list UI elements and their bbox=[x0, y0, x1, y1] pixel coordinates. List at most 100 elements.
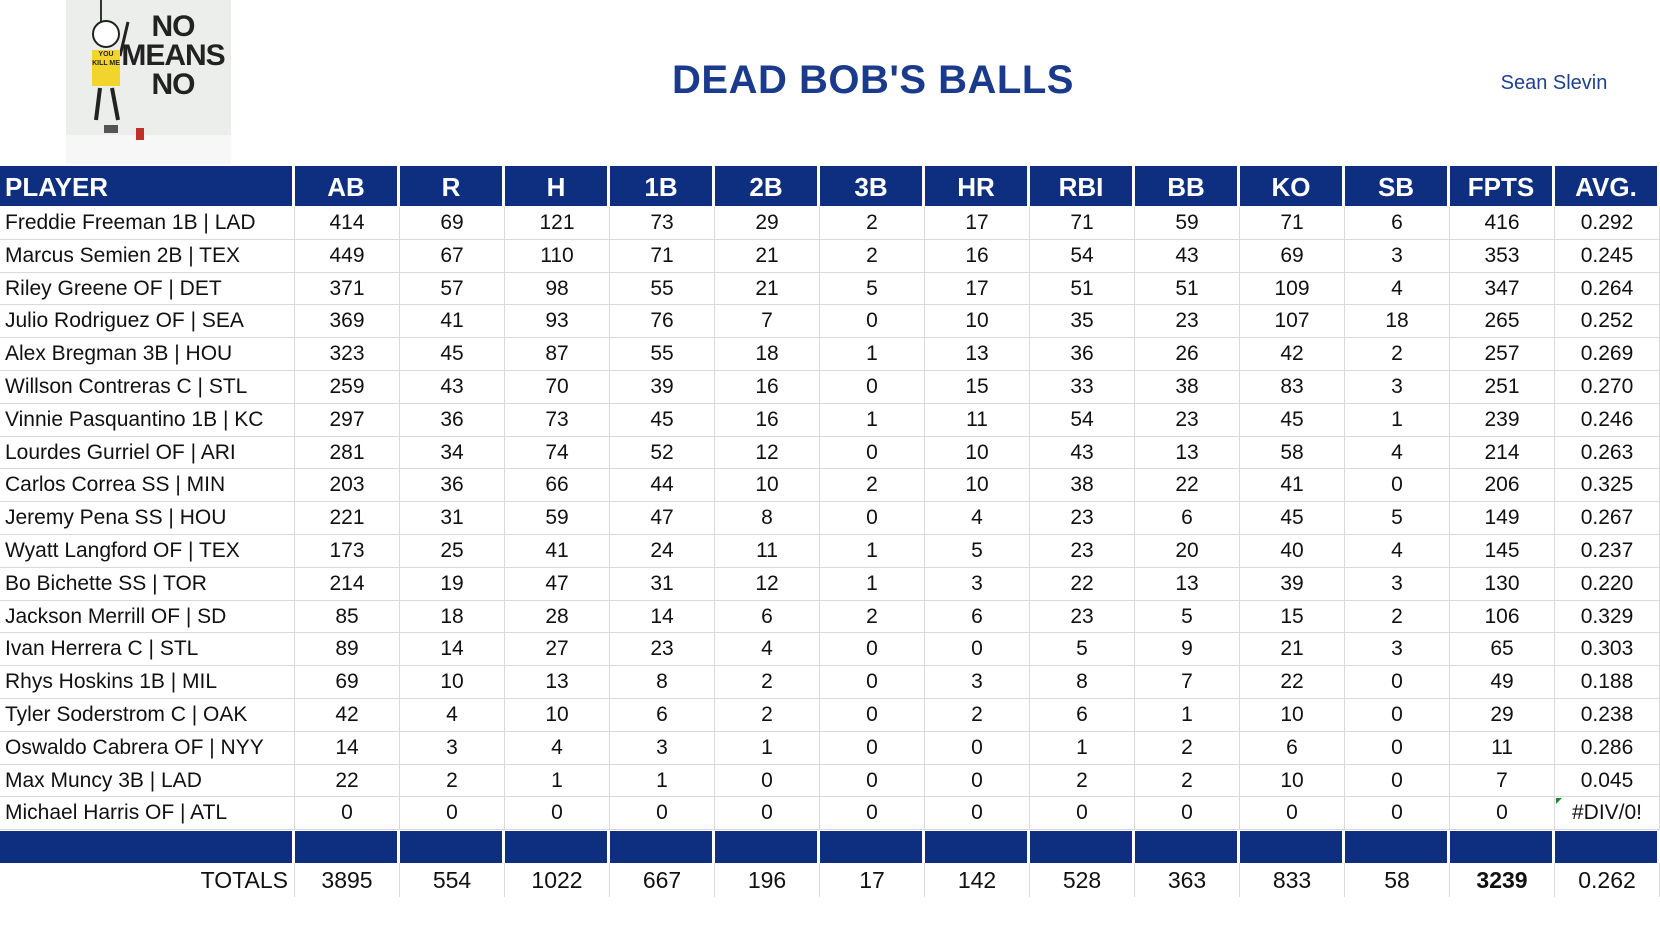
column-header: AVG. bbox=[1555, 166, 1660, 206]
band-cell bbox=[1345, 831, 1450, 864]
stat-cell: 3 bbox=[400, 731, 505, 765]
stat-cell: 0 bbox=[820, 764, 925, 798]
logo-art bbox=[66, 0, 231, 164]
logo-shirt-text: YOU KILL ME bbox=[92, 50, 120, 86]
stat-cell: 43 bbox=[1135, 239, 1240, 273]
stat-cell: 11 bbox=[1450, 731, 1555, 765]
player-row: Ivan Herrera C | STL 89 14 27 23 4 0 0 5 9 21 3 65 0.… bbox=[0, 633, 1660, 667]
stat-cell: 106 bbox=[1450, 600, 1555, 634]
stat-cell: 0 bbox=[820, 502, 925, 535]
stat-cell: 85 bbox=[295, 600, 400, 634]
stat-cell: 24 bbox=[610, 534, 715, 568]
stat-cell: 4 bbox=[925, 502, 1030, 535]
stat-cell: 10 bbox=[925, 305, 1030, 339]
stat-cell: 5 bbox=[1135, 600, 1240, 634]
logo-line: NO bbox=[151, 10, 196, 43]
stat-cell: 0.246 bbox=[1555, 403, 1660, 437]
stat-cell: 353 bbox=[1450, 239, 1555, 273]
stat-cell: 10 bbox=[505, 698, 610, 732]
stat-cell: 0 bbox=[505, 797, 610, 831]
column-header: FPTS bbox=[1450, 166, 1555, 206]
player-name: Willson Contreras C | STL bbox=[0, 370, 295, 404]
logo-line: MEANS bbox=[121, 39, 225, 72]
total-cell: 3239 bbox=[1450, 863, 1555, 898]
column-header: BB bbox=[1135, 166, 1240, 206]
band-cell bbox=[295, 831, 400, 864]
stat-cell: 39 bbox=[1240, 567, 1345, 601]
stat-cell: 23 bbox=[610, 633, 715, 667]
total-cell: 554 bbox=[400, 863, 505, 898]
total-cell: 528 bbox=[1030, 863, 1135, 898]
band-cell bbox=[1555, 831, 1660, 864]
stat-cell: 17 bbox=[925, 207, 1030, 240]
stat-cell: 66 bbox=[505, 469, 610, 503]
stat-cell: 0 bbox=[610, 797, 715, 831]
stat-cell: 214 bbox=[1450, 436, 1555, 470]
stat-cell: 257 bbox=[1450, 338, 1555, 371]
stat-cell: 0 bbox=[820, 731, 925, 765]
player-row: Alex Bregman 3B | HOU 323 45 87 55 18 1 13 36 26 4… bbox=[0, 338, 1660, 371]
stat-cell: 281 bbox=[295, 436, 400, 470]
stat-cell: 0 bbox=[820, 666, 925, 699]
stat-cell: 0 bbox=[1450, 797, 1555, 831]
stat-cell: 20 bbox=[1135, 534, 1240, 568]
stat-cell: 1 bbox=[1345, 403, 1450, 437]
stat-cell: 45 bbox=[400, 338, 505, 371]
player-row: Tyler Soderstrom C | OAK 42 4 10 6 2 0 2 6 1 10 0 29… bbox=[0, 698, 1660, 732]
stat-cell: 43 bbox=[1030, 436, 1135, 470]
player-row: Bo Bichette SS | TOR 214 19 47 31 12 1 3 22 13 39 3… bbox=[0, 567, 1660, 601]
stat-cell: 0 bbox=[1135, 797, 1240, 831]
stat-cell: 27 bbox=[505, 633, 610, 667]
stat-cell: 2 bbox=[820, 469, 925, 503]
stat-cell: 3 bbox=[1345, 239, 1450, 273]
stat-cell: 98 bbox=[505, 272, 610, 306]
total-cell: 0.262 bbox=[1555, 863, 1660, 898]
stat-cell: 22 bbox=[1240, 666, 1345, 699]
header-row: PLAYER AB R H 1B 2B 3B HR RBI BB KO SB FPTS AVG. bbox=[0, 166, 1660, 206]
stat-cell: 38 bbox=[1030, 469, 1135, 503]
stat-cell: 414 bbox=[295, 207, 400, 240]
player-name: Vinnie Pasquantino 1B | KC bbox=[0, 403, 295, 437]
stat-cell: 55 bbox=[610, 338, 715, 371]
total-cell: 1022 bbox=[505, 863, 610, 898]
stat-cell: 2 bbox=[715, 666, 820, 699]
stat-cell: 0 bbox=[1345, 764, 1450, 798]
stat-cell: 59 bbox=[505, 502, 610, 535]
stat-cell: 34 bbox=[400, 436, 505, 470]
player-row: Riley Greene OF | DET 371 57 98 55 21 5 17 51 51 1… bbox=[0, 272, 1660, 306]
stat-cell: 0.263 bbox=[1555, 436, 1660, 470]
stat-cell: 0.264 bbox=[1555, 272, 1660, 306]
player-name: Rhys Hoskins 1B | MIL bbox=[0, 666, 295, 699]
stat-cell: 10 bbox=[715, 469, 820, 503]
stat-cell: 0.245 bbox=[1555, 239, 1660, 273]
stat-cell: 1 bbox=[820, 338, 925, 371]
stat-cell: 28 bbox=[505, 600, 610, 634]
player-row: Max Muncy 3B | LAD 22 2 1 1 0 0 0 2 2 10 0 7 0.045 bbox=[0, 764, 1660, 798]
stat-cell: 1 bbox=[820, 534, 925, 568]
stat-cell: 87 bbox=[505, 338, 610, 371]
band-cell bbox=[400, 831, 505, 864]
stat-cell: 1 bbox=[1135, 698, 1240, 732]
stat-cell: 0.045 bbox=[1555, 764, 1660, 798]
stat-cell: 214 bbox=[295, 567, 400, 601]
stat-cell: 0.325 bbox=[1555, 469, 1660, 503]
stat-cell: 73 bbox=[505, 403, 610, 437]
stat-cell: 23 bbox=[1030, 502, 1135, 535]
stat-cell: 2 bbox=[1345, 338, 1450, 371]
stat-cell: 9 bbox=[1135, 633, 1240, 667]
stat-cell: 22 bbox=[295, 764, 400, 798]
stat-cell: 0 bbox=[1240, 797, 1345, 831]
stat-cell: 6 bbox=[1345, 207, 1450, 240]
column-header: 2B bbox=[715, 166, 820, 206]
stat-cell: 0 bbox=[1030, 797, 1135, 831]
title: DEAD BOB'S BALLS bbox=[672, 58, 1074, 102]
stat-cell: 0.237 bbox=[1555, 534, 1660, 568]
stat-cell: 42 bbox=[1240, 338, 1345, 371]
stat-cell: 5 bbox=[1345, 502, 1450, 535]
band-cell bbox=[505, 831, 610, 864]
stat-cell: 4 bbox=[1345, 534, 1450, 568]
player-row: Jeremy Pena SS | HOU 221 31 59 47 8 0 4 23 6 45 5 14… bbox=[0, 502, 1660, 535]
stat-cell: 251 bbox=[1450, 370, 1555, 404]
player-name: Jackson Merrill OF | SD bbox=[0, 600, 295, 634]
